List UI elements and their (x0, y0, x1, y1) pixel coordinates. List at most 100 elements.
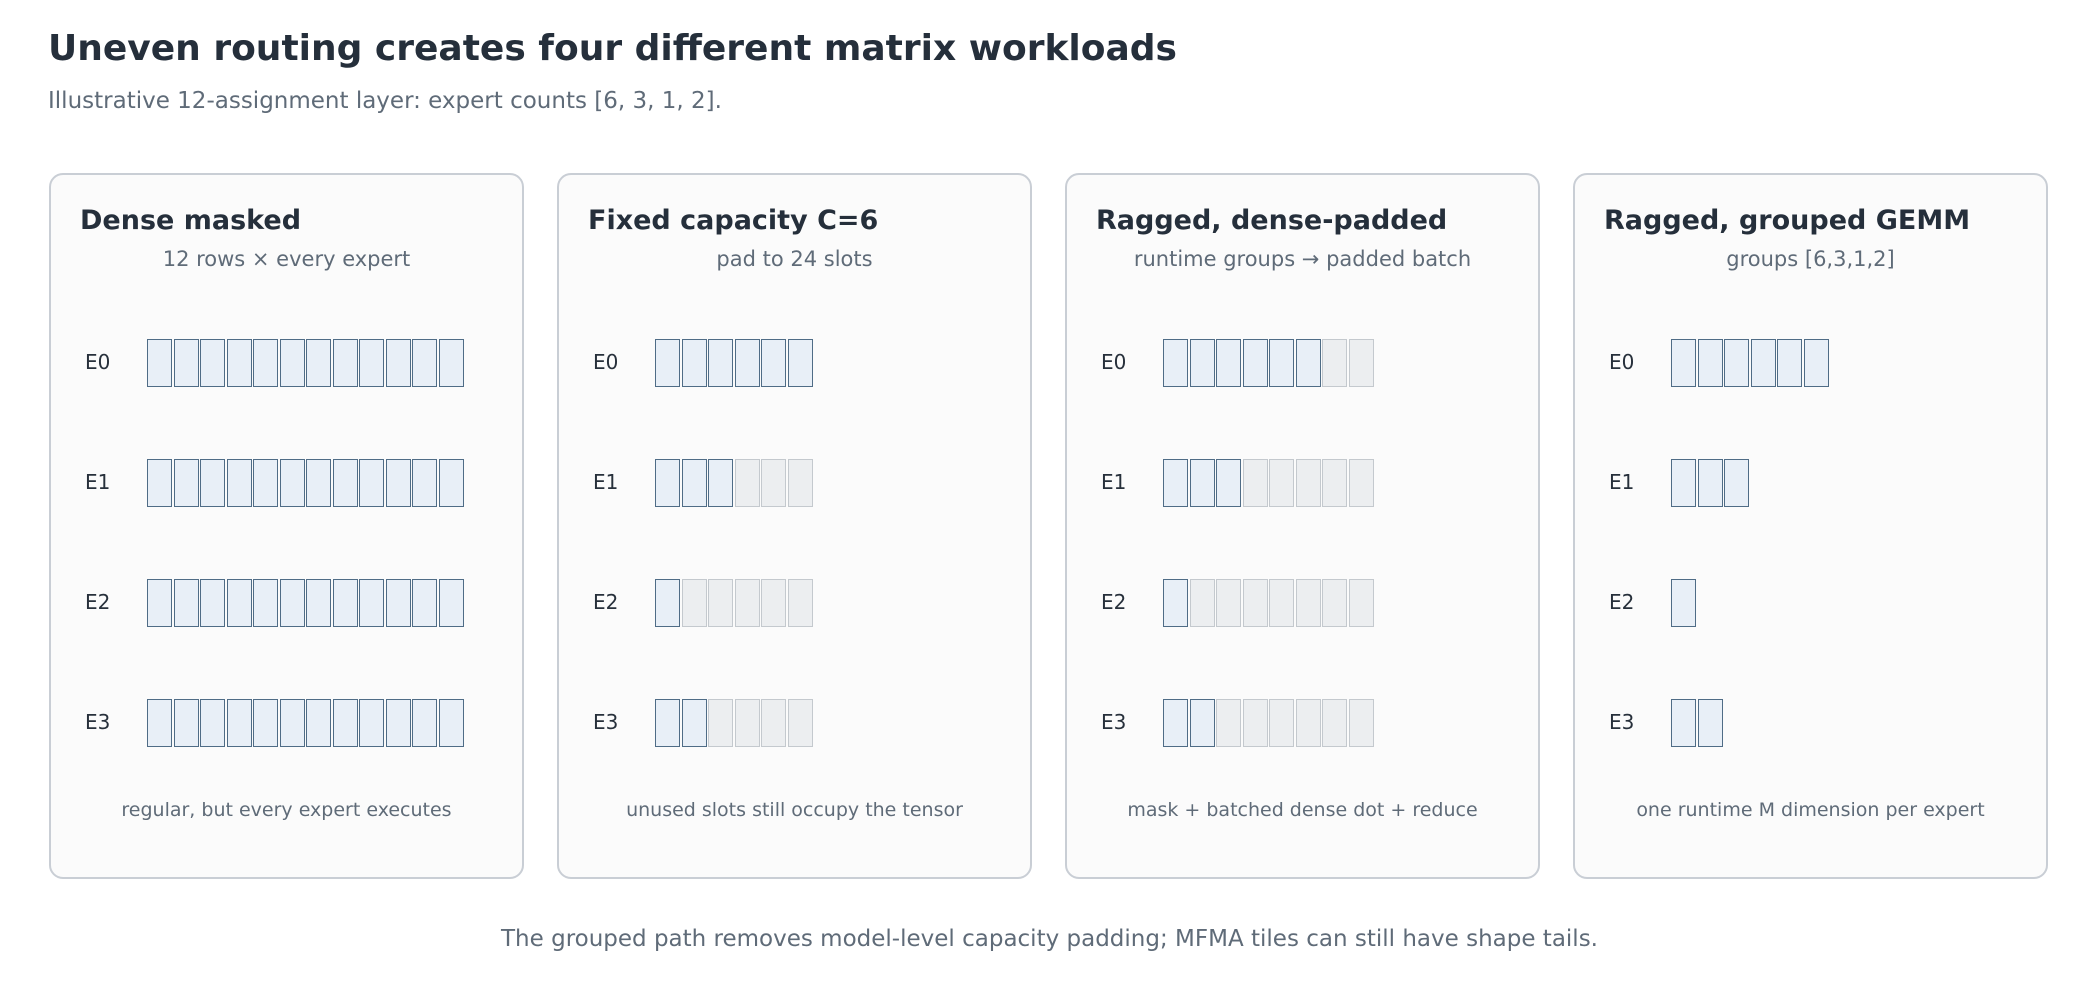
page-title: Uneven routing creates four different ma… (48, 28, 1177, 69)
assigned-slot (306, 339, 331, 387)
padding-slot (1348, 699, 1374, 747)
padding-slot (734, 579, 760, 627)
padding-slot (1189, 579, 1215, 627)
expert-row (655, 579, 814, 627)
padding-slot (761, 699, 786, 747)
assigned-slot (306, 699, 331, 747)
expert-row (147, 579, 465, 627)
assigned-slot (681, 339, 707, 387)
assigned-slot (1189, 339, 1215, 387)
expert-label: E3 (85, 710, 111, 734)
expert-row (655, 339, 814, 387)
expert-label: E3 (1609, 710, 1635, 734)
assigned-slot (385, 579, 411, 627)
expert-label: E0 (593, 350, 619, 374)
expert-label: E3 (593, 710, 619, 734)
panel-title: Ragged, dense-padded (1096, 205, 1448, 236)
assigned-slot (173, 459, 199, 507)
assigned-slot (1189, 459, 1215, 507)
padding-slot (787, 699, 813, 747)
expert-label: E3 (1101, 710, 1127, 734)
assigned-slot (655, 699, 680, 747)
assigned-slot (1671, 459, 1696, 507)
panel-subtitle: runtime groups → padded batch (1133, 247, 1472, 271)
assigned-slot (1671, 339, 1696, 387)
expert-label: E2 (593, 590, 619, 614)
assigned-slot (173, 579, 199, 627)
assigned-slot (1724, 459, 1749, 507)
assigned-slot (279, 339, 305, 387)
expert-label: E2 (1609, 590, 1635, 614)
expert-row (655, 699, 814, 747)
assigned-slot (438, 579, 464, 627)
assigned-slot (1777, 339, 1802, 387)
assigned-slot (1724, 339, 1749, 387)
assigned-slot (226, 579, 252, 627)
assigned-slot (1697, 699, 1723, 747)
assigned-slot (438, 339, 464, 387)
expert-row (147, 699, 465, 747)
assigned-slot (359, 339, 384, 387)
panel-title: Fixed capacity C=6 (588, 205, 879, 236)
assigned-slot (279, 699, 305, 747)
assigned-slot (412, 579, 437, 627)
padding-slot (1322, 579, 1347, 627)
expert-label: E1 (1609, 470, 1635, 494)
panel-title: Dense masked (80, 205, 302, 236)
assigned-slot (438, 699, 464, 747)
panel-fixed-capacity: Fixed capacity C=6 pad to 24 slots E0 E1… (557, 173, 1032, 879)
assigned-slot (655, 339, 680, 387)
assigned-slot (226, 339, 252, 387)
assigned-slot (1697, 459, 1723, 507)
panel-note: one runtime M dimension per expert (1636, 799, 1985, 821)
padding-slot (1322, 339, 1347, 387)
assigned-slot (1163, 579, 1188, 627)
assigned-slot (385, 339, 411, 387)
expert-row (1163, 579, 1375, 627)
assigned-slot (332, 459, 358, 507)
assigned-slot (1750, 339, 1776, 387)
expert-row (1671, 339, 1830, 387)
padding-slot (1348, 339, 1374, 387)
assigned-slot (1671, 579, 1696, 627)
assigned-slot (1295, 339, 1321, 387)
assigned-slot (173, 339, 199, 387)
assigned-slot (147, 699, 172, 747)
assigned-slot (708, 339, 733, 387)
expert-row (1671, 579, 1698, 627)
padding-slot (1269, 459, 1294, 507)
assigned-slot (173, 699, 199, 747)
assigned-slot (1216, 339, 1241, 387)
assigned-slot (1803, 339, 1829, 387)
padding-slot (1348, 459, 1374, 507)
assigned-slot (147, 579, 172, 627)
assigned-slot (1163, 339, 1188, 387)
padding-slot (708, 579, 733, 627)
padding-slot (787, 579, 813, 627)
assigned-slot (332, 579, 358, 627)
panel-note: unused slots still occupy the tensor (626, 799, 963, 821)
panel-ragged-grouped-gemm: Ragged, grouped GEMM groups [6,3,1,2] E0… (1573, 173, 2048, 879)
assigned-slot (655, 459, 680, 507)
assigned-slot (279, 579, 305, 627)
assigned-slot (332, 699, 358, 747)
expert-label: E2 (85, 590, 111, 614)
padding-slot (761, 459, 786, 507)
expert-row (1671, 459, 1751, 507)
padding-slot (1348, 579, 1374, 627)
assigned-slot (438, 459, 464, 507)
padding-slot (1242, 699, 1268, 747)
panel-title: Ragged, grouped GEMM (1604, 205, 1971, 236)
padding-slot (1242, 459, 1268, 507)
panel-subtitle: groups [6,3,1,2] (1726, 247, 1895, 271)
expert-label: E1 (593, 470, 619, 494)
page-subtitle: Illustrative 12-assignment layer: expert… (48, 88, 722, 114)
panel-note: mask + batched dense dot + reduce (1127, 799, 1478, 821)
assigned-slot (253, 459, 278, 507)
expert-row (1671, 699, 1724, 747)
assigned-slot (200, 579, 225, 627)
padding-slot (1322, 459, 1347, 507)
padding-slot (787, 459, 813, 507)
expert-label: E0 (1101, 350, 1127, 374)
assigned-slot (1163, 699, 1188, 747)
